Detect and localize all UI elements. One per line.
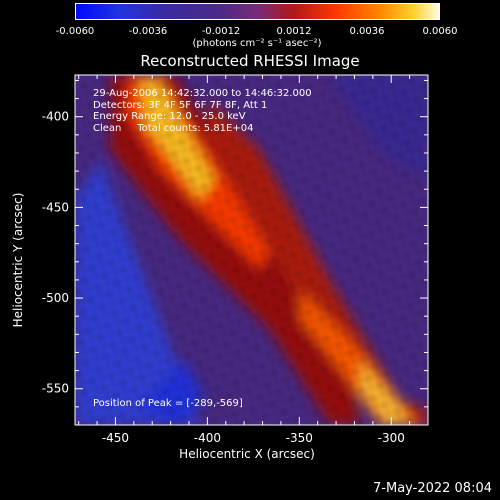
footer-date: 7-May-2022 08:04 bbox=[373, 481, 492, 496]
x-tick-label: -450 bbox=[102, 431, 129, 445]
colorbar-tick-label: 0.0012 bbox=[276, 26, 312, 37]
info-line-1: 29-Aug-2006 14:42:32.000 to 14:46:32.000 bbox=[93, 88, 312, 99]
x-tick-label: -400 bbox=[194, 431, 221, 445]
y-tick-label: -450 bbox=[42, 200, 69, 214]
colorbar-tick-label: -0.0012 bbox=[201, 26, 241, 37]
y-axis-label: Heliocentric Y (arcsec) bbox=[11, 192, 25, 328]
x-tick-label: -300 bbox=[378, 431, 405, 445]
y-tick-label: -400 bbox=[42, 110, 69, 124]
y-tick-label: -550 bbox=[42, 382, 69, 396]
heatmap-texture bbox=[75, 75, 428, 425]
colorbar-tick-label: 0.0036 bbox=[349, 26, 385, 37]
colorbar-units: (photons cm⁻² s⁻¹ asec⁻²) bbox=[192, 38, 322, 49]
colorbar-tick-label: -0.0060 bbox=[55, 26, 95, 37]
colorbar-gradient bbox=[75, 3, 440, 20]
info-line-2: Detectors: 3F 4F 5F 6F 7F 8F, Att 1 bbox=[93, 99, 268, 111]
info-line-4: Clean Total counts: 5.81E+04 bbox=[93, 122, 254, 134]
chart-title: Reconstructed RHESSI Image bbox=[140, 52, 360, 70]
info-block: 29-Aug-2006 14:42:32.000 to 14:46:32.000… bbox=[93, 88, 312, 134]
info-line-3: Energy Range: 12.0 - 25.0 keV bbox=[93, 111, 246, 122]
heatmap-image bbox=[75, 75, 428, 425]
x-tick-label: -350 bbox=[286, 431, 313, 445]
peak-position-label: Position of Peak = [-289,-569] bbox=[93, 398, 243, 409]
plot-frame bbox=[74, 74, 429, 426]
y-tick-label: -500 bbox=[42, 291, 69, 305]
x-axis-label: Heliocentric X (arcsec) bbox=[179, 447, 315, 461]
colorbar-tick-label: -0.0036 bbox=[128, 26, 168, 37]
colorbar-tick-label: 0.0060 bbox=[422, 26, 458, 37]
axis-ticks: -450 -400 -350 -300 -400 -450 -500 -550 bbox=[42, 75, 429, 445]
